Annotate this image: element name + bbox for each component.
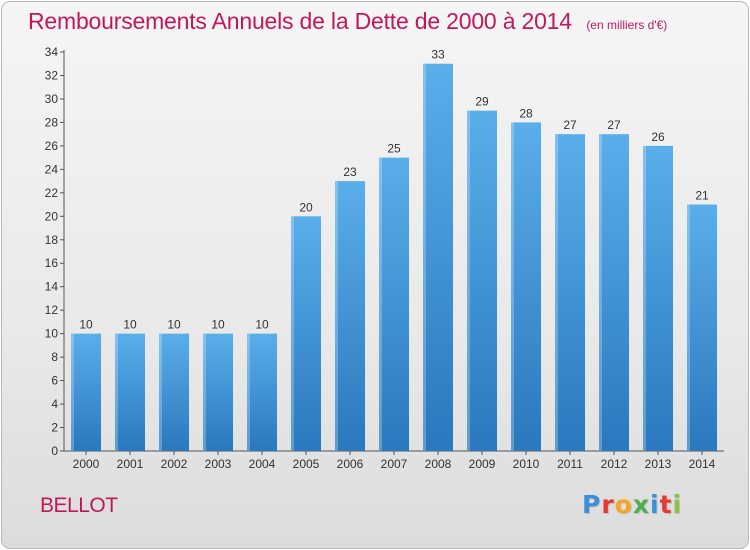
bar bbox=[159, 333, 189, 451]
bar-highlight bbox=[115, 333, 118, 451]
value-label: 29 bbox=[475, 95, 489, 109]
bar bbox=[555, 134, 585, 451]
bar bbox=[115, 333, 145, 451]
value-label: 23 bbox=[343, 165, 357, 179]
value-label: 27 bbox=[563, 118, 577, 132]
bar bbox=[467, 110, 497, 452]
y-tick-label: 24 bbox=[45, 162, 59, 176]
value-label: 27 bbox=[607, 118, 621, 132]
y-tick-label: 18 bbox=[45, 233, 59, 247]
x-tick-label: 2000 bbox=[73, 457, 100, 471]
value-label: 10 bbox=[255, 318, 269, 332]
y-tick-label: 22 bbox=[45, 186, 59, 200]
bar bbox=[247, 333, 277, 451]
bar bbox=[379, 157, 409, 451]
bar bbox=[687, 204, 717, 451]
x-tick-label: 2009 bbox=[469, 457, 496, 471]
bar-highlight bbox=[291, 216, 294, 451]
bar-highlight bbox=[511, 122, 514, 451]
x-tick-label: 2005 bbox=[293, 457, 320, 471]
bar bbox=[335, 181, 365, 451]
value-label: 10 bbox=[211, 318, 225, 332]
value-label: 28 bbox=[519, 106, 533, 120]
logo-letter: o bbox=[614, 490, 633, 519]
y-tick-label: 32 bbox=[45, 68, 59, 82]
labels-group: 10 2000 10 2001 10 2002 10 2003 10 2004 20 2005 23 20… bbox=[73, 48, 716, 471]
bar-highlight bbox=[643, 145, 646, 451]
bar bbox=[599, 134, 629, 451]
logo-letter: i bbox=[672, 490, 683, 519]
bars-group bbox=[71, 63, 717, 452]
bar-highlight bbox=[467, 110, 470, 452]
chart-unit: (en milliers d'€) bbox=[586, 18, 668, 32]
title-row: Remboursements Annuels de la Dette de 20… bbox=[28, 8, 667, 35]
logo-letter: P bbox=[582, 490, 602, 519]
value-label: 10 bbox=[123, 318, 137, 332]
bar-highlight bbox=[555, 134, 558, 451]
y-tick-label: 2 bbox=[51, 421, 58, 435]
bar-highlight bbox=[159, 333, 162, 451]
y-tick-label: 26 bbox=[45, 139, 59, 153]
x-tick-label: 2011 bbox=[557, 457, 583, 471]
y-tick-label: 14 bbox=[45, 280, 59, 294]
y-tick-label: 6 bbox=[51, 374, 58, 388]
bar bbox=[71, 333, 101, 451]
x-tick-label: 2014 bbox=[689, 457, 716, 471]
x-tick-label: 2004 bbox=[249, 457, 276, 471]
value-label: 21 bbox=[695, 189, 709, 203]
bar-highlight bbox=[203, 333, 206, 451]
y-tick-label: 20 bbox=[45, 209, 59, 223]
logo-letter: t bbox=[659, 490, 673, 519]
x-tick-label: 2006 bbox=[337, 457, 364, 471]
bar-highlight bbox=[335, 181, 338, 451]
x-tick-label: 2013 bbox=[645, 457, 672, 471]
proxiti-logo[interactable]: Proxiti bbox=[582, 490, 682, 519]
x-tick-label: 2001 bbox=[117, 457, 144, 471]
value-label: 25 bbox=[387, 142, 401, 156]
x-tick-label: 2010 bbox=[513, 457, 540, 471]
x-tick-label: 2002 bbox=[161, 457, 188, 471]
y-tick-label: 10 bbox=[45, 327, 59, 341]
x-tick-label: 2007 bbox=[381, 457, 408, 471]
value-label: 33 bbox=[431, 48, 445, 62]
value-label: 10 bbox=[79, 318, 93, 332]
y-tick-label: 8 bbox=[51, 350, 58, 364]
bar-highlight bbox=[71, 333, 74, 451]
value-label: 26 bbox=[651, 130, 665, 144]
commune-name: BELLOT bbox=[40, 494, 118, 517]
bar bbox=[203, 333, 233, 451]
logo-letter: x bbox=[632, 490, 650, 519]
chart-title: Remboursements Annuels de la Dette de 20… bbox=[28, 8, 572, 34]
x-tick-label: 2003 bbox=[205, 457, 232, 471]
y-tick-label: 30 bbox=[45, 92, 59, 106]
y-tick-label: 4 bbox=[51, 397, 58, 411]
bar-highlight bbox=[247, 333, 250, 451]
bar-highlight bbox=[423, 63, 426, 452]
bar bbox=[291, 216, 321, 451]
logo-letter: i bbox=[650, 490, 660, 519]
bar-highlight bbox=[599, 134, 602, 451]
y-tick-label: 0 bbox=[51, 444, 58, 458]
logo-letter: r bbox=[601, 490, 615, 519]
x-tick-label: 2012 bbox=[601, 457, 628, 471]
y-tick-label: 12 bbox=[45, 303, 59, 317]
value-label: 20 bbox=[299, 200, 313, 214]
x-tick-label: 2008 bbox=[425, 457, 452, 471]
value-label: 10 bbox=[167, 318, 181, 332]
bar-highlight bbox=[687, 204, 690, 451]
y-tick-label: 16 bbox=[45, 256, 59, 270]
y-tick-label: 34 bbox=[45, 45, 59, 59]
bar-highlight bbox=[379, 157, 382, 451]
bar bbox=[511, 122, 541, 451]
bar bbox=[643, 145, 673, 451]
y-tick-label: 28 bbox=[45, 115, 59, 129]
bar bbox=[423, 63, 453, 452]
